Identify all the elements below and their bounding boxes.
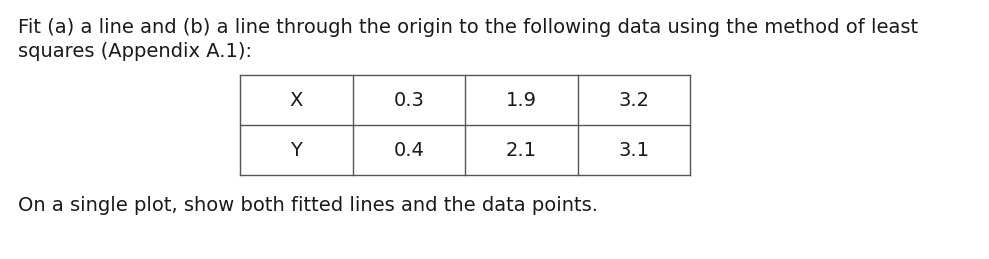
Text: 0.3: 0.3 xyxy=(394,90,424,110)
Text: 3.2: 3.2 xyxy=(618,90,649,110)
Text: squares (Appendix A.1):: squares (Appendix A.1): xyxy=(18,42,252,61)
Text: X: X xyxy=(290,90,303,110)
Text: On a single plot, show both fitted lines and the data points.: On a single plot, show both fitted lines… xyxy=(18,196,598,215)
Text: 3.1: 3.1 xyxy=(618,140,649,160)
Text: 1.9: 1.9 xyxy=(505,90,537,110)
Text: Y: Y xyxy=(291,140,303,160)
Text: 0.4: 0.4 xyxy=(394,140,424,160)
Text: 2.1: 2.1 xyxy=(505,140,537,160)
Text: Fit (a) a line and (b) a line through the origin to the following data using the: Fit (a) a line and (b) a line through th… xyxy=(18,18,918,37)
